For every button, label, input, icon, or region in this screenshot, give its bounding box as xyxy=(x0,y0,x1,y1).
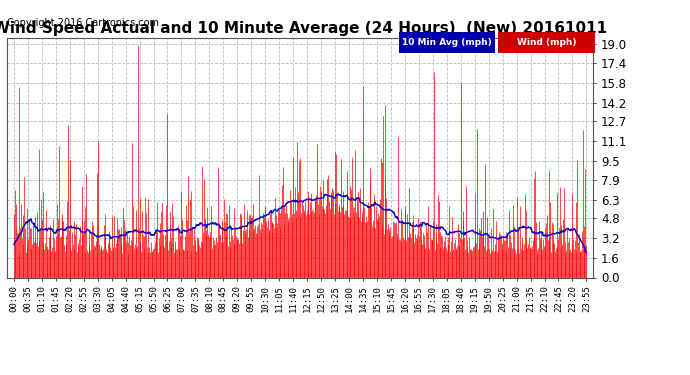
Text: Copyright 2016 Cartronics.com: Copyright 2016 Cartronics.com xyxy=(7,18,159,28)
Text: Wind (mph): Wind (mph) xyxy=(517,38,576,47)
Text: 10 Min Avg (mph): 10 Min Avg (mph) xyxy=(402,38,492,47)
Title: Wind Speed Actual and 10 Minute Average (24 Hours)  (New) 20161011: Wind Speed Actual and 10 Minute Average … xyxy=(0,21,607,36)
